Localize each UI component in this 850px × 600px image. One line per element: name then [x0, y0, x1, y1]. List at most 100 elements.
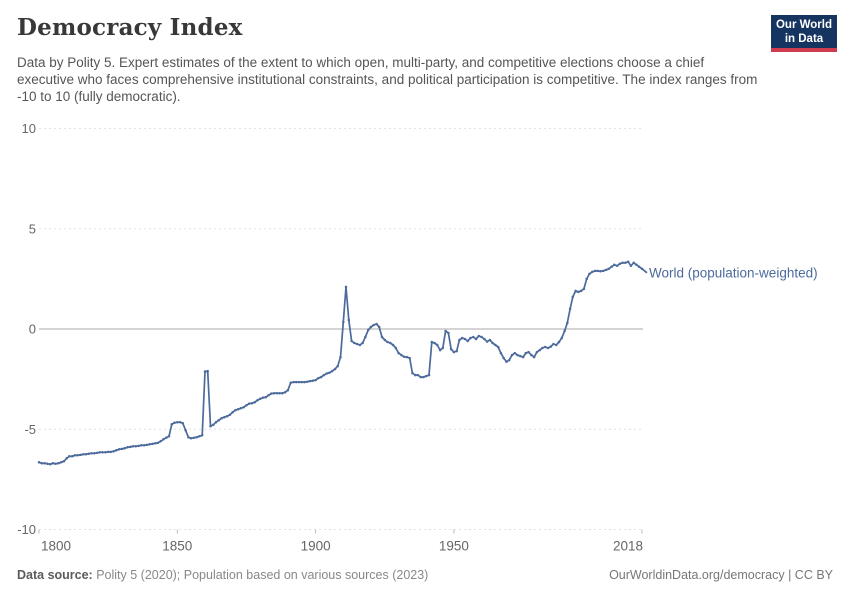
series-point — [438, 348, 442, 352]
series-point — [162, 438, 165, 441]
series-point — [112, 450, 115, 453]
series-point — [566, 321, 569, 325]
series-point — [54, 462, 57, 465]
series-point — [579, 289, 583, 293]
series-point — [117, 448, 121, 451]
series-point — [535, 350, 539, 354]
series-point — [267, 393, 270, 397]
series-point — [355, 342, 359, 346]
series-point — [483, 337, 486, 341]
series-point — [477, 334, 481, 338]
series-point — [217, 418, 221, 422]
series-point — [494, 343, 497, 347]
series-point — [317, 376, 320, 380]
series-point — [297, 380, 301, 384]
series-point — [322, 373, 326, 377]
series-point — [87, 452, 91, 455]
series-point — [538, 348, 541, 352]
y-axis-label-10: 10 — [22, 121, 36, 136]
series-point — [129, 445, 132, 449]
series-point — [571, 295, 575, 299]
series-point — [261, 396, 265, 399]
series-point — [184, 429, 187, 432]
series-point — [510, 353, 514, 357]
line-chart-canvas[interactable]: 10 5 0 -5 -10 1800 1850 1900 1950 2018 World (popu… — [0, 115, 850, 565]
series-point — [181, 421, 185, 425]
series-point — [557, 340, 561, 344]
series-point — [430, 340, 434, 344]
series-point — [140, 444, 143, 447]
x-axis-label-1800: 1800 — [41, 539, 71, 554]
series-point — [610, 265, 613, 269]
series-point — [225, 414, 229, 418]
series-point — [530, 353, 533, 357]
series-point — [472, 335, 475, 339]
series-point — [289, 381, 292, 384]
series-label-world[interactable]: World (population-weighted) — [649, 265, 818, 280]
series-point — [541, 346, 544, 350]
series-point — [413, 373, 417, 377]
credit-link[interactable]: OurWorldinData.org/democracy | CC BY — [609, 568, 833, 582]
series-point — [480, 335, 483, 339]
series-point — [532, 355, 536, 359]
series-point — [300, 380, 304, 384]
series-point — [57, 462, 60, 465]
owid-logo[interactable]: Our World in Data — [771, 15, 837, 52]
series-point — [444, 329, 447, 333]
series-point — [192, 436, 196, 439]
series-point — [361, 341, 364, 345]
series-point — [223, 415, 226, 419]
series-point — [173, 421, 176, 425]
series-point — [491, 341, 494, 345]
series-point — [286, 388, 290, 392]
series-point — [120, 447, 124, 451]
series-point — [231, 410, 234, 414]
series-point — [447, 331, 450, 335]
series-point — [615, 264, 619, 268]
series-point — [607, 267, 611, 271]
data-source-label: Data source: — [17, 568, 93, 582]
series-point — [574, 289, 577, 293]
series-point — [585, 277, 588, 281]
series-point — [621, 261, 624, 265]
series-point — [209, 424, 212, 428]
series-point — [272, 391, 276, 395]
series-point — [115, 449, 118, 452]
series-point — [383, 338, 387, 342]
series-point — [319, 375, 323, 379]
series-point — [65, 457, 68, 460]
series-point — [519, 354, 522, 358]
series-point — [455, 349, 458, 353]
series-point — [131, 445, 135, 448]
series-point — [62, 460, 66, 463]
series-point — [250, 401, 254, 405]
series-point — [70, 455, 74, 458]
series-point — [411, 371, 414, 375]
series-point — [513, 351, 517, 355]
series-point — [214, 420, 218, 424]
series-point — [436, 343, 439, 347]
series-point — [167, 435, 171, 438]
series-point — [549, 345, 552, 348]
series-point — [372, 323, 375, 327]
series-point — [148, 443, 151, 446]
series-point — [389, 341, 392, 345]
series-point — [416, 373, 420, 377]
series-point — [170, 422, 174, 426]
subtitle-line-3: index ranges from -10 to 10 (fully democ… — [17, 72, 758, 104]
series-point — [308, 379, 312, 383]
series-point — [93, 452, 96, 455]
series-point — [613, 263, 616, 267]
series-point — [427, 373, 431, 377]
series-point — [142, 444, 146, 447]
series-point — [563, 329, 566, 333]
subtitle-line-2: chief executive who faces comprehensive … — [17, 55, 705, 87]
series-point — [560, 336, 564, 340]
series-point — [46, 462, 49, 465]
series-point — [159, 440, 162, 443]
series-line-world[interactable] — [38, 260, 643, 466]
series-point — [582, 287, 586, 291]
series-point — [441, 346, 445, 350]
series-point — [499, 351, 503, 355]
series-point — [68, 455, 71, 458]
